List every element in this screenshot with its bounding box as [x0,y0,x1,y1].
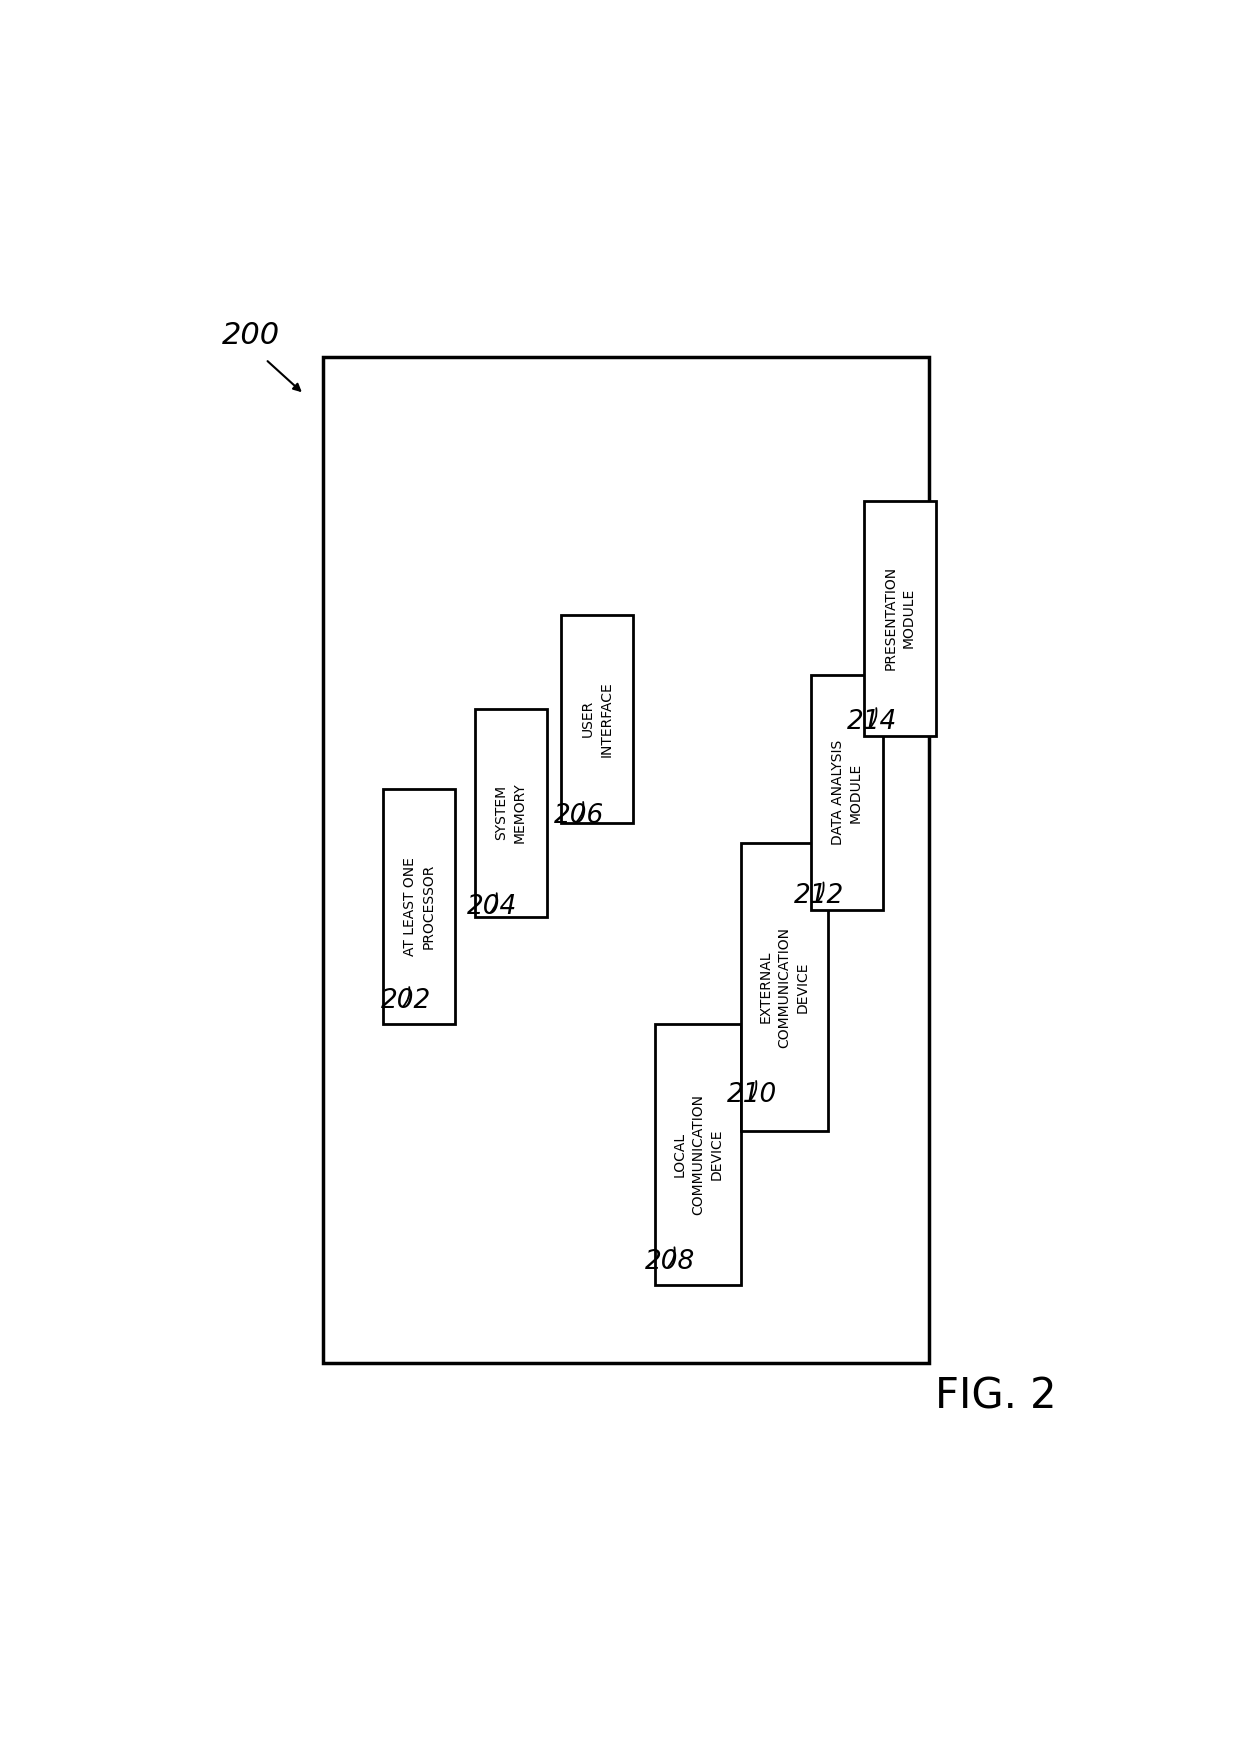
Text: 210: 210 [727,1082,777,1108]
Text: DATA ANALYSIS
MODULE: DATA ANALYSIS MODULE [831,740,863,845]
Bar [560,615,634,822]
Text: 212: 212 [794,883,844,909]
Text: 214: 214 [847,709,898,735]
Text: LOCAL
COMMUNICATION
DEVICE: LOCAL COMMUNICATION DEVICE [672,1094,723,1216]
Bar [475,709,547,916]
Text: AT LEAST ONE
PROCESSOR: AT LEAST ONE PROCESSOR [403,857,435,956]
Bar [742,843,828,1131]
Text: 204: 204 [467,894,517,920]
Bar [383,789,455,1024]
Text: 208: 208 [645,1249,696,1275]
Text: PRESENTATION
MODULE: PRESENTATION MODULE [884,566,916,671]
Text: USER
INTERFACE: USER INTERFACE [580,681,614,756]
Text: EXTERNAL
COMMUNICATION
DEVICE: EXTERNAL COMMUNICATION DEVICE [759,927,810,1047]
Bar [864,500,936,735]
Bar [324,357,929,1362]
Bar [811,676,883,909]
Text: 206: 206 [554,803,604,829]
Bar [655,1024,742,1286]
Text: FIG. 2: FIG. 2 [935,1374,1056,1418]
Text: 200: 200 [222,321,280,350]
Text: SYSTEM
MEMORY: SYSTEM MEMORY [495,782,527,843]
Text: 202: 202 [381,988,432,1014]
